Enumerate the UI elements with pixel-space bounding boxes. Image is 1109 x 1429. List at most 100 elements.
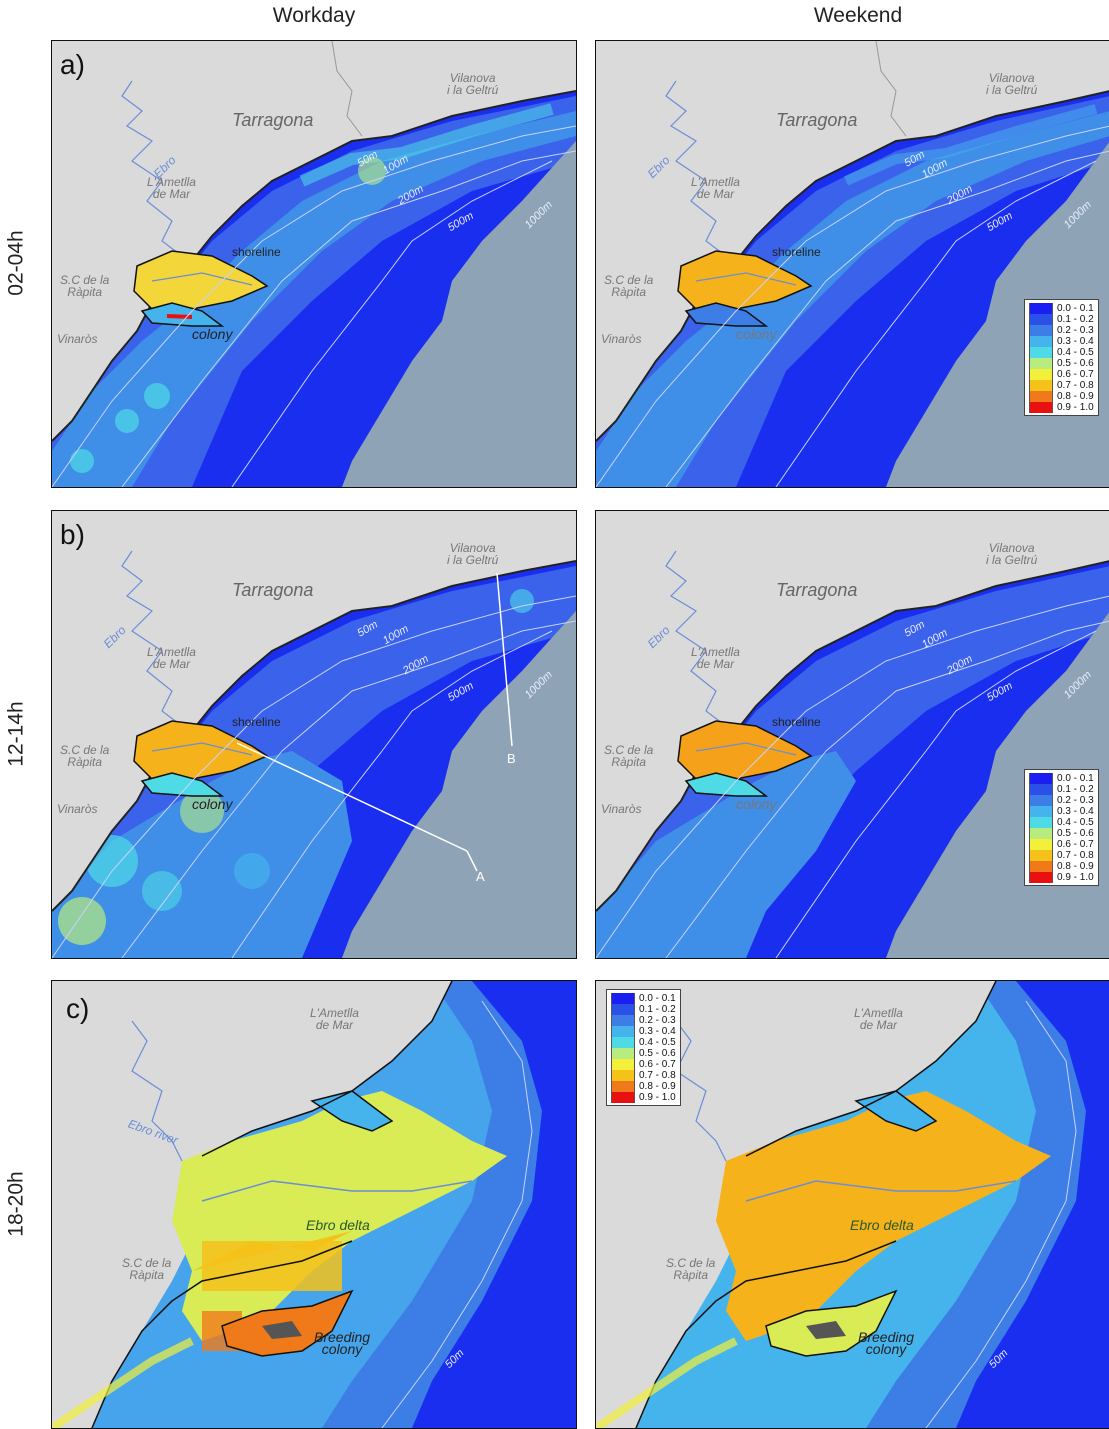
- place-label-ametlla: L'Ametlla de Mar: [691, 175, 740, 201]
- legend-row: 0.1 - 0.2: [611, 1004, 676, 1015]
- legend-swatch: [611, 1048, 635, 1059]
- legend-row: 0.4 - 0.5: [611, 1037, 676, 1048]
- legend-label: 0.9 - 1.0: [1057, 402, 1094, 413]
- legend-row: 0.6 - 0.7: [611, 1059, 676, 1070]
- legend-label: 0.2 - 0.3: [1057, 795, 1094, 806]
- legend-row: 0.0 - 0.1: [1029, 303, 1094, 314]
- panel-label-a: a): [60, 49, 85, 80]
- legend-swatch: [1029, 391, 1053, 402]
- row-header-02-04h: 02-04h: [0, 40, 34, 486]
- legend-label: 0.8 - 0.9: [639, 1081, 676, 1092]
- place-label-breeding-colony: Breeding colony: [314, 1329, 371, 1357]
- place-label-ametlla: L'Ametlla de Mar: [854, 1006, 903, 1032]
- legend-swatch: [611, 1070, 635, 1081]
- legend-label: 0.5 - 0.6: [1057, 828, 1094, 839]
- legend-label: 0.4 - 0.5: [639, 1037, 676, 1048]
- legend-swatch: [611, 993, 635, 1004]
- legend-swatch: [1029, 303, 1053, 314]
- legend-row: 0.6 - 0.7: [1029, 839, 1094, 850]
- panel-label-c: c): [66, 993, 90, 1024]
- legend-row: 0.6 - 0.7: [1029, 369, 1094, 380]
- legend-swatch: [611, 1059, 635, 1070]
- legend-label: 0.5 - 0.6: [639, 1048, 676, 1059]
- legend-rows: 0.0 - 0.1 0.1 - 0.2 0.2 - 0.3 0.3 - 0.4 0.4 …: [1029, 303, 1094, 413]
- legend-swatch: [1029, 872, 1053, 883]
- place-label-tarragona: Tarragona: [776, 580, 858, 600]
- place-label-vilanova: Vilanova i la Geltrú: [986, 541, 1038, 567]
- legend-label: 0.1 - 0.2: [1057, 784, 1094, 795]
- row-header-label: 18-20h: [5, 1170, 29, 1237]
- legend-row: 0.7 - 0.8: [1029, 380, 1094, 391]
- legend-label: 0.0 - 0.1: [1057, 773, 1094, 784]
- place-label-vinaros: Vinaròs: [601, 802, 642, 816]
- place-label-vilanova: Vilanova i la Geltrú: [447, 541, 499, 567]
- legend-label: 0.6 - 0.7: [639, 1059, 676, 1070]
- map-panel-a-weekend: Vilanova i la Geltrú Tarragona Ebro L'Am…: [595, 40, 1109, 488]
- column-header-workday: Workday: [272, 4, 356, 27]
- place-label-ebro-delta: Ebro delta: [850, 1217, 914, 1233]
- row-header-18-20h: 18-20h: [0, 980, 34, 1427]
- place-label-shoreline: shoreline: [232, 245, 281, 259]
- place-label-shoreline: shoreline: [772, 245, 821, 259]
- legend-label: 0.6 - 0.7: [1057, 369, 1094, 380]
- place-label-breeding-colony: Breeding colony: [858, 1329, 915, 1357]
- legend-label: 0.5 - 0.6: [1057, 358, 1094, 369]
- legend-label: 0.2 - 0.3: [1057, 325, 1094, 336]
- legend-row: 0.2 - 0.3: [611, 1015, 676, 1026]
- place-label-ametlla: L'Ametlla de Mar: [310, 1006, 359, 1032]
- legend-rows: 0.0 - 0.1 0.1 - 0.2 0.2 - 0.3 0.3 - 0.4 0.4 …: [1029, 773, 1094, 883]
- legend-swatch: [1029, 806, 1053, 817]
- legend-row: 0.8 - 0.9: [1029, 861, 1094, 872]
- legend-label: 0.3 - 0.4: [1057, 336, 1094, 347]
- legend-row: 0.3 - 0.4: [1029, 806, 1094, 817]
- legend-row: 0.7 - 0.8: [611, 1070, 676, 1081]
- map-panel-b-weekend: Vilanova i la Geltrú Tarragona Ebro L'Am…: [595, 510, 1109, 959]
- place-label-vinaros: Vinaròs: [57, 802, 98, 816]
- legend-swatch: [1029, 336, 1053, 347]
- legend-c: 0.0 - 0.1 0.1 - 0.2 0.2 - 0.3 0.3 - 0.4 0.4 …: [606, 989, 681, 1106]
- legend-label: 0.8 - 0.9: [1057, 391, 1094, 402]
- map-panel-b-workday: b) Vilanova i la Geltrú Tarragona Ebro L…: [51, 510, 577, 959]
- legend-label: 0.8 - 0.9: [1057, 861, 1094, 872]
- legend-row: 0.2 - 0.3: [1029, 795, 1094, 806]
- place-label-rapita: S.C de la Ràpita: [604, 743, 654, 769]
- legend-row: 0.3 - 0.4: [1029, 336, 1094, 347]
- legend-label: 0.4 - 0.5: [1057, 347, 1094, 358]
- row-header-label: 12-14h: [5, 700, 29, 767]
- place-label-tarragona: Tarragona: [232, 110, 314, 130]
- legend-swatch: [1029, 828, 1053, 839]
- place-label-rapita: S.C de la Ràpita: [604, 273, 654, 299]
- row-header-label: 02-04h: [5, 230, 29, 296]
- place-label-rapita: S.C de la Ràpita: [666, 1256, 716, 1282]
- legend-swatch: [1029, 380, 1053, 391]
- place-label-rapita: S.C de la Ràpita: [60, 743, 110, 769]
- legend-swatch: [1029, 773, 1053, 784]
- place-label-vilanova: Vilanova i la Geltrú: [986, 71, 1038, 97]
- legend-swatch: [611, 1092, 635, 1103]
- legend-swatch: [1029, 795, 1053, 806]
- legend-swatch: [611, 1026, 635, 1037]
- legend-swatch: [611, 1037, 635, 1048]
- transect-label-b: B: [507, 751, 516, 766]
- place-label-vilanova: Vilanova i la Geltrú: [447, 71, 499, 97]
- legend-row: 0.1 - 0.2: [1029, 314, 1094, 325]
- place-label-ametlla: L'Ametlla de Mar: [691, 645, 740, 671]
- legend-row: 0.5 - 0.6: [1029, 828, 1094, 839]
- legend-label: 0.9 - 1.0: [639, 1092, 676, 1103]
- legend-swatch: [1029, 314, 1053, 325]
- legend-swatch: [1029, 369, 1053, 380]
- legend-swatch: [611, 1081, 635, 1092]
- place-label-colony: colony: [192, 796, 233, 812]
- legend-swatch: [1029, 325, 1053, 336]
- legend-row: 0.8 - 0.9: [1029, 391, 1094, 402]
- legend-row: 0.1 - 0.2: [1029, 784, 1094, 795]
- panel-label-b: b): [60, 519, 85, 550]
- place-label-rapita: S.C de la Ràpita: [60, 273, 110, 299]
- legend-row: 0.0 - 0.1: [611, 993, 676, 1004]
- legend-a: 0.0 - 0.1 0.1 - 0.2 0.2 - 0.3 0.3 - 0.4 0.4 …: [1024, 299, 1099, 416]
- place-label-tarragona: Tarragona: [232, 580, 314, 600]
- map-panel-a-workday: a) Vilanova i la Geltrú Tarragona Ebro L…: [51, 40, 577, 488]
- place-label-rapita: S.C de la Ràpita: [122, 1256, 172, 1282]
- legend-label: 0.3 - 0.4: [1057, 806, 1094, 817]
- legend-swatch: [1029, 358, 1053, 369]
